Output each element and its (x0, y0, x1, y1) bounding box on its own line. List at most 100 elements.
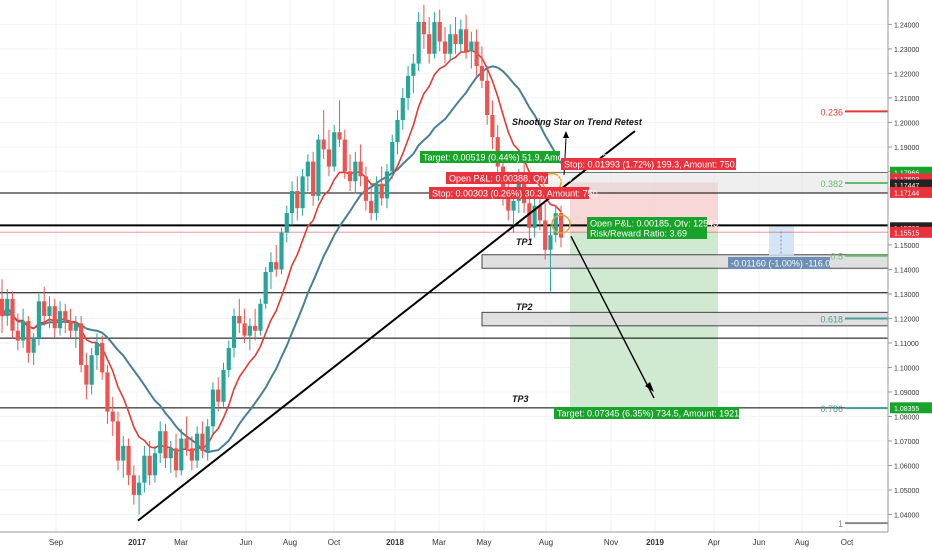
candle-body-85 (448, 34, 453, 54)
target-label-bg (554, 407, 739, 419)
candle-body-71 (374, 183, 379, 214)
candle-body-22 (115, 421, 121, 461)
fib-label-1: 0.382 (820, 179, 843, 189)
candle-body-0 (0, 298, 5, 317)
candle-body-102 (537, 205, 543, 221)
candle-body-105 (553, 213, 558, 236)
candle-body-18 (94, 342, 100, 356)
chart-labels: Target: 0.00519 (0.44%) 51.9, Amount: 14… (420, 117, 830, 419)
candle-body-39 (205, 426, 210, 451)
candle-body-83 (437, 21, 442, 42)
zone-label-tp3: TP3 (512, 394, 529, 404)
candle-body-48 (253, 325, 258, 331)
candle-body-62 (326, 149, 332, 167)
x-tick-label-14: Aug (795, 538, 809, 547)
moving-averages (1, 49, 562, 454)
candle-body-63 (332, 132, 337, 167)
stop-label-bg (561, 158, 736, 170)
y-tick-label-2: 1.22000 (894, 71, 919, 78)
star-circle-2 (551, 214, 571, 234)
candle-body-52 (274, 262, 279, 270)
price-tag-bg-6 (890, 402, 932, 414)
stop-label: Stop: 0.01993 (1.72%) 199.3, Amount: 750… (564, 160, 747, 170)
fib-label-4: 0.786 (820, 404, 843, 414)
candle-body-30 (158, 431, 163, 454)
y-axis-bg (888, 0, 932, 550)
candle-body-21 (110, 411, 115, 422)
x-tick-label-7: Mar (432, 538, 446, 547)
y-tick-label-14: 1.08000 (894, 414, 919, 421)
candle-body-14 (73, 323, 78, 331)
candle-body-66 (347, 171, 353, 182)
old-open-label-bg (446, 172, 548, 184)
measure-label-bg (728, 257, 830, 269)
price-tag-bg-2 (890, 179, 932, 191)
fib-label-2: 0.5 (830, 252, 843, 262)
x-tick-label-2: Mar (174, 538, 188, 547)
candle-body-41 (216, 389, 221, 402)
candle-body-37 (195, 433, 200, 461)
annotation-text: Shooting Star on Trend Retest (512, 117, 643, 127)
candle-body-97 (511, 200, 516, 211)
candle-body-67 (353, 161, 358, 182)
y-tick-label-3: 1.21000 (894, 96, 919, 103)
candle-body-33 (173, 448, 179, 471)
candle-body-60 (316, 139, 321, 196)
x-tick-label-11: 2019 (646, 538, 664, 547)
fib-label-3: 0.618 (820, 314, 843, 324)
candle-body-80 (421, 21, 426, 35)
y-tick-label-10: 1.12000 (894, 316, 919, 323)
candle-body-4 (20, 320, 26, 341)
candle-body-101 (532, 205, 537, 228)
candle-body-2 (10, 298, 15, 331)
candle-body-91 (479, 66, 484, 81)
price-tag-6: 1.08355 (894, 406, 919, 413)
candle-body-50 (263, 271, 268, 304)
candle-body-56 (295, 191, 300, 209)
candle-body-73 (384, 171, 390, 199)
candle-body-89 (469, 41, 474, 52)
candles (0, 4, 564, 515)
candle-body-103 (543, 220, 548, 250)
candle-body-68 (358, 161, 363, 177)
candle-body-64 (337, 132, 342, 140)
candle-body-29 (152, 453, 158, 476)
candle-body-92 (485, 80, 490, 116)
candle-body-69 (363, 176, 368, 201)
candle-body-54 (284, 213, 289, 233)
candle-body-57 (300, 176, 305, 209)
price-tag-bg-1 (890, 173, 932, 185)
x-tick-label-1: 2017 (128, 538, 146, 547)
x-tick-label-5: Oct (328, 538, 341, 547)
open-label-bg (587, 217, 707, 229)
candle-body-31 (163, 431, 168, 459)
candle-body-75 (395, 119, 400, 143)
measure-label: -0.01160 (-1.00%) -116.0 (731, 259, 830, 269)
candle-body-65 (342, 139, 347, 172)
y-tick-label-11: 1.11000 (894, 341, 919, 348)
candle-body-45 (237, 316, 242, 324)
candle-body-96 (506, 195, 511, 211)
candle-body-43 (226, 347, 231, 370)
candle-body-32 (168, 448, 173, 459)
horizontal-lines (0, 172, 888, 409)
candle-body-106 (558, 213, 564, 238)
candle-body-36 (189, 448, 194, 461)
candle-body-17 (89, 355, 94, 385)
candle-body-88 (463, 29, 469, 52)
zone-label-tp2: TP2 (516, 302, 533, 312)
candle-body-24 (126, 445, 131, 476)
candle-body-90 (474, 41, 479, 67)
candle-body-86 (453, 34, 458, 44)
candle-body-28 (147, 455, 152, 476)
price-tag-bg-3 (890, 186, 932, 198)
candle-body-1 (5, 298, 10, 317)
x-tick-label-10: Nov (604, 538, 618, 547)
price-tag-3: 1.17144 (894, 190, 919, 197)
price-tag-2: 1.17447 (894, 183, 919, 190)
price-tag-bg-0 (890, 166, 932, 178)
price-tag-5: 1.15515 (894, 230, 919, 237)
y-tick-label-18: 1.04000 (894, 513, 919, 520)
